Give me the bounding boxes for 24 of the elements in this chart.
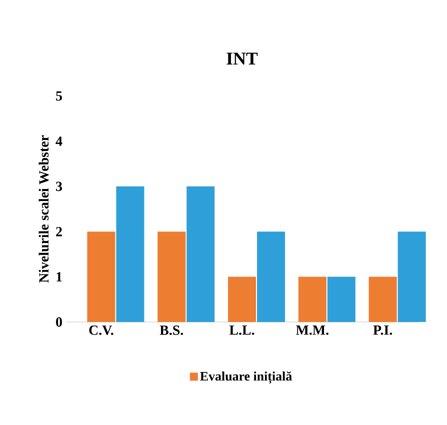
x-tick-label: P.I. — [373, 326, 392, 335]
bar — [298, 276, 326, 322]
bar — [327, 276, 356, 322]
x-tick-label: L.L. — [229, 326, 254, 335]
bar — [228, 276, 256, 322]
bar — [368, 276, 397, 322]
bar — [257, 232, 285, 322]
y-tick-label: 5 — [56, 91, 62, 101]
y-axis-title: Nivelurile scalei Webster — [38, 135, 49, 283]
bar — [87, 232, 116, 322]
y-tick-label: 1 — [56, 272, 62, 282]
x-tick-label: B.S. — [160, 326, 184, 335]
y-tick-label: 2 — [56, 226, 62, 236]
x-tick-label: C.V. — [89, 326, 114, 335]
y-tick-label: 3 — [56, 182, 62, 192]
bar — [398, 232, 426, 322]
bar — [158, 232, 186, 322]
bar — [186, 186, 215, 322]
y-tick-label: 0 — [56, 317, 62, 327]
chart-title: INT — [226, 52, 258, 64]
y-tick-label: 4 — [56, 136, 62, 146]
bar — [116, 186, 144, 322]
legend-label: Evaluare inițială — [200, 371, 292, 384]
x-tick-label: M.M. — [296, 326, 328, 335]
